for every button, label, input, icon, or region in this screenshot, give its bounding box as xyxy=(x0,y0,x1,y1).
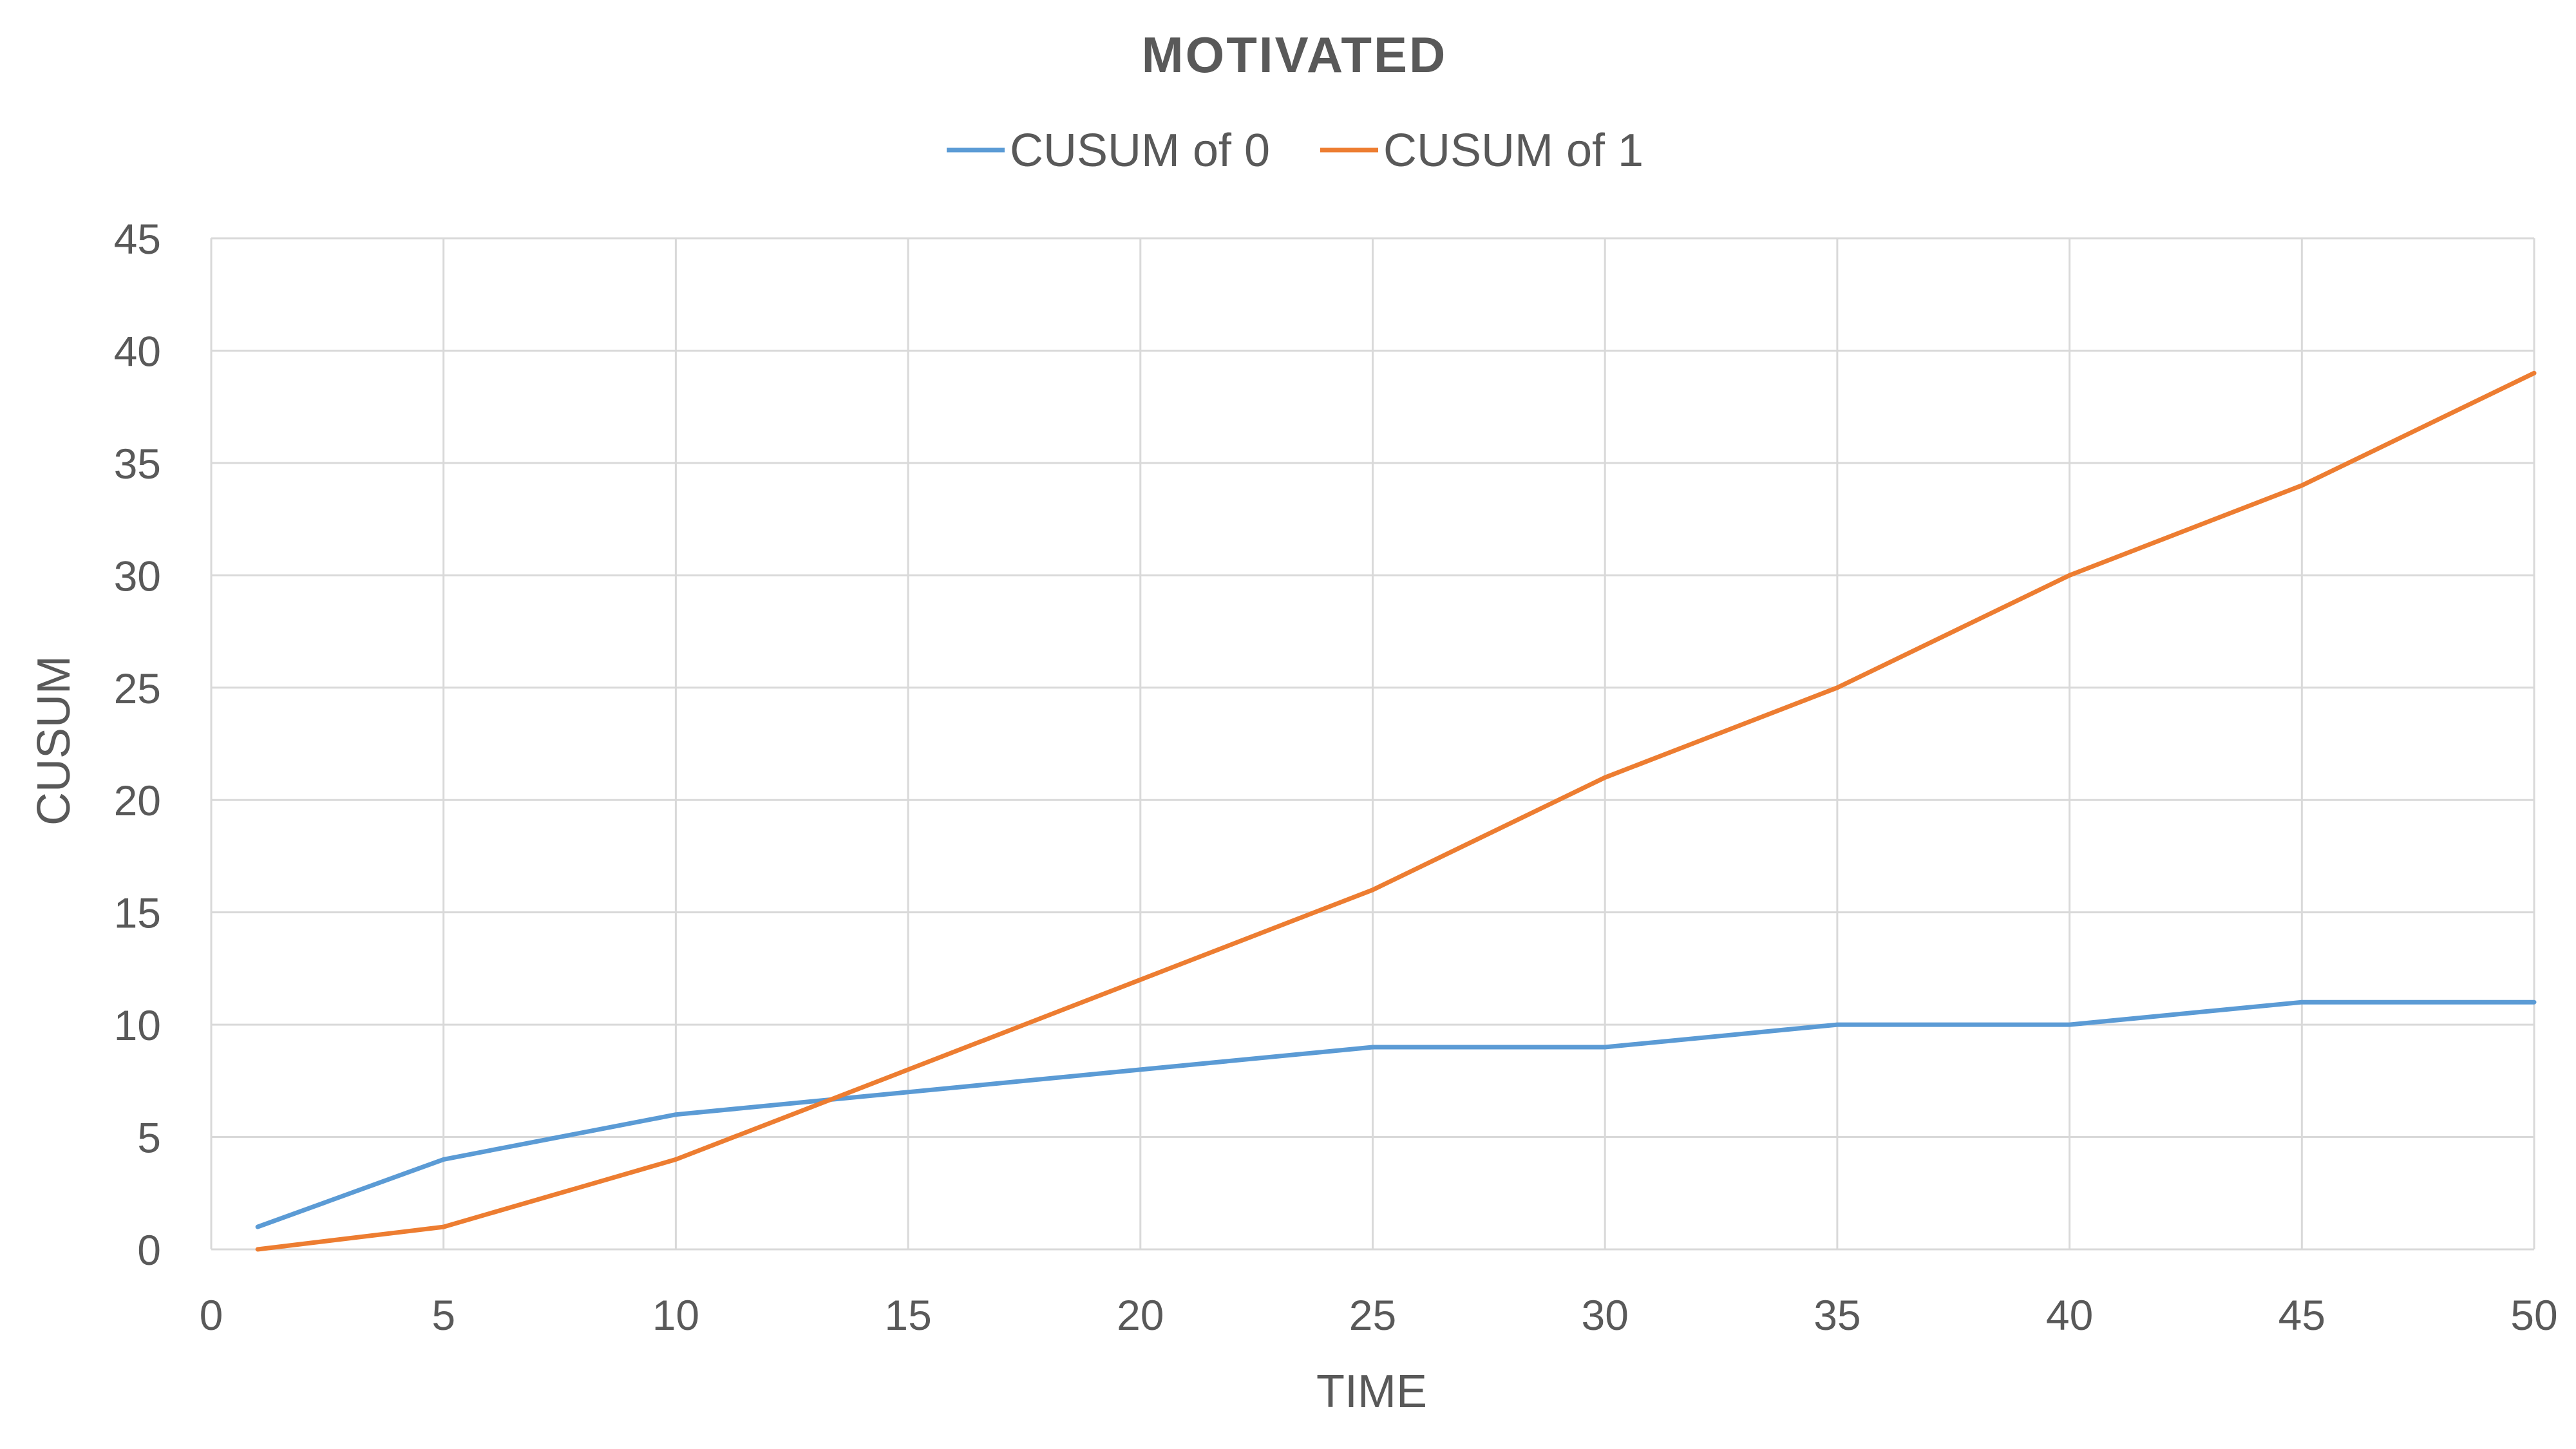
x-tick-label: 35 xyxy=(1814,1291,1861,1339)
x-tick-label: 0 xyxy=(200,1291,223,1339)
grid xyxy=(210,237,2535,1251)
x-tick-label: 45 xyxy=(2278,1291,2325,1339)
x-tick-label: 25 xyxy=(1349,1291,1396,1339)
legend-item: CUSUM of 0 xyxy=(947,125,1270,176)
y-tick-label: 10 xyxy=(114,1001,161,1049)
series-lines xyxy=(255,370,2537,1252)
x-tick-label: 50 xyxy=(2510,1291,2557,1339)
x-tick-label: 20 xyxy=(1117,1291,1164,1339)
y-tick-label: 35 xyxy=(114,440,161,488)
x-tick-label: 30 xyxy=(1581,1291,1628,1339)
series-line-cusum-of-1 xyxy=(255,370,2537,1252)
x-axis-ticks: 0 5 10 15 20 25 30 35 40 45 50 xyxy=(200,1291,2558,1339)
series-line-cusum-of-0 xyxy=(255,999,2537,1229)
y-tick-label: 5 xyxy=(137,1114,161,1162)
y-tick-label: 20 xyxy=(114,777,161,824)
legend: CUSUM of 0 CUSUM of 1 xyxy=(947,125,1643,176)
x-tick-label: 5 xyxy=(431,1291,455,1339)
y-tick-label: 40 xyxy=(114,327,161,375)
legend-label: CUSUM of 0 xyxy=(1010,125,1270,176)
legend-item: CUSUM of 1 xyxy=(1320,125,1643,176)
legend-label: CUSUM of 1 xyxy=(1383,125,1643,176)
x-tick-label: 40 xyxy=(2046,1291,2093,1339)
chart-title: MOTIVATED xyxy=(1142,26,1448,83)
y-tick-label: 25 xyxy=(114,665,161,712)
y-tick-label: 15 xyxy=(114,889,161,937)
y-tick-label: 45 xyxy=(114,215,161,263)
y-tick-label: 0 xyxy=(137,1226,161,1274)
y-axis-title: CUSUM xyxy=(28,656,80,826)
y-axis-ticks: 0 5 10 15 20 25 30 35 40 45 xyxy=(114,215,161,1274)
x-tick-label: 15 xyxy=(884,1291,931,1339)
x-tick-label: 10 xyxy=(652,1291,699,1339)
y-tick-label: 30 xyxy=(114,552,161,600)
x-axis-title: TIME xyxy=(1316,1366,1427,1417)
